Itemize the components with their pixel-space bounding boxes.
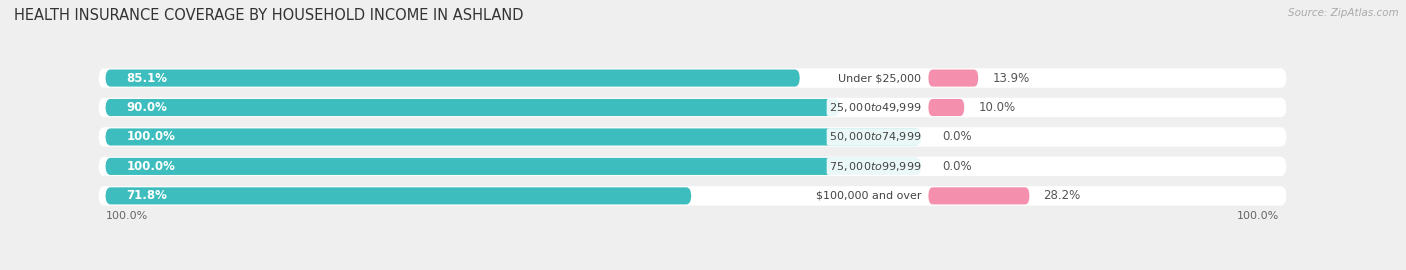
Text: 85.1%: 85.1% <box>127 72 167 85</box>
FancyBboxPatch shape <box>98 68 1286 88</box>
FancyBboxPatch shape <box>98 157 1286 176</box>
Text: 0.0%: 0.0% <box>942 130 972 143</box>
Text: 100.0%: 100.0% <box>105 211 148 221</box>
FancyBboxPatch shape <box>105 69 800 87</box>
Text: $100,000 and over: $100,000 and over <box>815 191 921 201</box>
FancyBboxPatch shape <box>928 99 965 116</box>
Text: 90.0%: 90.0% <box>127 101 167 114</box>
Text: 28.2%: 28.2% <box>1043 189 1081 202</box>
Text: 13.9%: 13.9% <box>993 72 1029 85</box>
FancyBboxPatch shape <box>928 69 979 87</box>
FancyBboxPatch shape <box>98 186 1286 205</box>
FancyBboxPatch shape <box>98 98 1286 117</box>
Text: $50,000 to $74,999: $50,000 to $74,999 <box>830 130 921 143</box>
Text: Source: ZipAtlas.com: Source: ZipAtlas.com <box>1288 8 1399 18</box>
Text: Under $25,000: Under $25,000 <box>838 73 921 83</box>
Text: 100.0%: 100.0% <box>1237 211 1279 221</box>
Text: $25,000 to $49,999: $25,000 to $49,999 <box>830 101 921 114</box>
FancyBboxPatch shape <box>105 158 921 175</box>
FancyBboxPatch shape <box>928 187 1029 204</box>
Text: 100.0%: 100.0% <box>127 160 176 173</box>
Text: 71.8%: 71.8% <box>127 189 167 202</box>
Text: 100.0%: 100.0% <box>127 130 176 143</box>
FancyBboxPatch shape <box>105 99 839 116</box>
FancyBboxPatch shape <box>105 129 921 146</box>
Text: 10.0%: 10.0% <box>979 101 1015 114</box>
FancyBboxPatch shape <box>98 127 1286 147</box>
Text: $75,000 to $99,999: $75,000 to $99,999 <box>830 160 921 173</box>
Text: 0.0%: 0.0% <box>942 160 972 173</box>
FancyBboxPatch shape <box>105 187 692 204</box>
Text: HEALTH INSURANCE COVERAGE BY HOUSEHOLD INCOME IN ASHLAND: HEALTH INSURANCE COVERAGE BY HOUSEHOLD I… <box>14 8 523 23</box>
